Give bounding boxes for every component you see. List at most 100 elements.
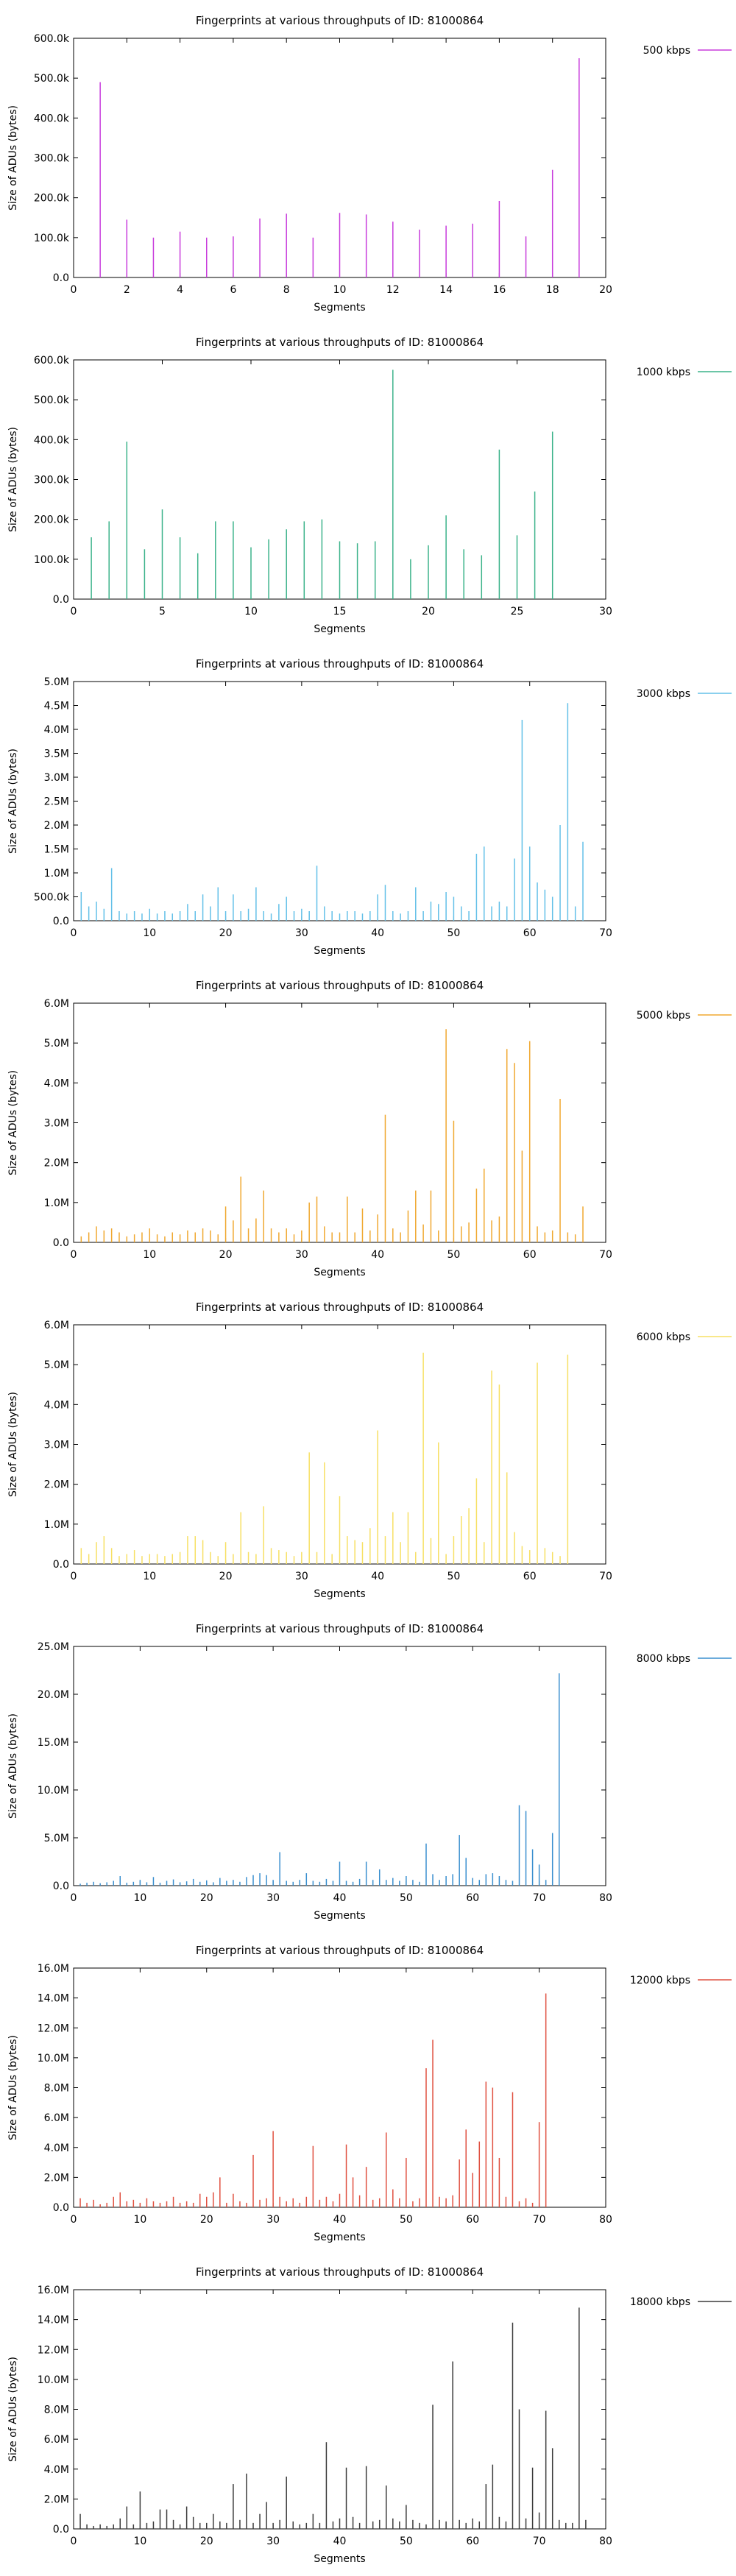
y-tick-label: 5.0M [44,1038,69,1050]
y-tick-label: 400.0k [34,113,70,124]
chart-title: Fingerprints at various throughputs of I… [196,979,484,992]
x-tick-label: 60 [523,1571,537,1582]
y-tick-label: 1.0M [44,868,69,880]
y-tick-label: 4.0M [44,1078,69,1089]
x-tick-label: 8 [283,284,290,296]
y-tick-label: 16.0M [38,1963,69,1975]
x-tick-label: 0 [71,1892,77,1904]
x-tick-label: 40 [371,927,384,939]
y-tick-label: 15.0M [38,1737,69,1749]
plot-frame [73,1002,606,1243]
y-tick-label: 100.0k [34,554,70,566]
chart-panel: Fingerprints at various throughputs of I… [7,979,732,1278]
y-tick-label: 6.0M [44,1320,69,1331]
x-tick-label: 70 [533,2214,546,2226]
plot-frame [73,681,606,921]
y-tick-label: 600.0k [34,33,70,45]
x-tick-label: 20 [200,2214,213,2226]
legend-label: 6000 kbps [637,1331,690,1343]
x-tick-label: 30 [266,2214,280,2226]
chart-panel: Fingerprints at various throughputs of I… [7,14,732,314]
chart-panel: Fingerprints at various throughputs of I… [7,1944,732,2243]
y-tick-label: 200.0k [34,193,70,205]
y-tick-label: 5.0M [44,676,69,688]
legend-label: 3000 kbps [637,688,690,700]
x-tick-label: 70 [533,2536,546,2547]
chart-title: Fingerprints at various throughputs of I… [196,1301,484,1314]
y-tick-label: 0.0 [53,916,69,927]
y-tick-label: 0.0 [53,1559,69,1571]
x-tick-label: 0 [71,284,77,296]
chart-title: Fingerprints at various throughputs of I… [196,14,484,27]
x-tick-label: 40 [371,1571,384,1582]
legend-label: 1000 kbps [637,367,690,378]
y-tick-label: 2.0M [44,2172,69,2184]
x-tick-label: 30 [266,2536,280,2547]
chart-title: Fingerprints at various throughputs of I… [196,1622,484,1635]
x-tick-label: 50 [400,2536,413,2547]
y-tick-label: 500.0k [34,394,70,406]
y-tick-label: 8.0M [44,2083,69,2095]
x-axis-label: Segments [314,2553,365,2565]
x-tick-label: 50 [400,2214,413,2226]
x-axis-label: Segments [314,1588,365,1600]
x-tick-label: 80 [599,2214,612,2226]
y-tick-label: 5.0M [44,1833,69,1844]
x-tick-label: 5 [159,606,166,618]
x-tick-label: 70 [599,927,612,939]
x-tick-label: 18 [546,284,559,296]
chart-title: Fingerprints at various throughputs of I… [196,657,484,670]
chart-title: Fingerprints at various throughputs of I… [196,336,484,349]
y-tick-label: 16.0M [38,2285,69,2296]
y-tick-label: 4.0M [44,2464,69,2476]
y-tick-label: 1.5M [44,844,69,856]
y-tick-label: 100.0k [34,233,70,244]
x-tick-label: 2 [124,284,130,296]
x-tick-label: 30 [295,1571,308,1582]
y-tick-label: 5.0M [44,1359,69,1371]
y-tick-label: 0.0 [53,1237,69,1249]
y-tick-label: 2.0M [44,1158,69,1170]
x-tick-label: 4 [177,284,183,296]
y-tick-label: 6.0M [44,998,69,1010]
y-tick-label: 0.0 [53,272,69,284]
x-tick-label: 60 [466,1892,479,1904]
x-tick-label: 30 [295,927,308,939]
x-tick-label: 20 [200,1892,213,1904]
x-tick-label: 70 [599,1249,612,1261]
x-tick-label: 0 [71,2214,77,2226]
y-tick-label: 500.0k [34,892,70,904]
x-tick-label: 14 [439,284,453,296]
x-tick-label: 40 [371,1249,384,1261]
x-tick-label: 30 [599,606,612,618]
x-axis-label: Segments [314,623,365,635]
y-tick-label: 3.0M [44,1118,69,1130]
legend-label: 5000 kbps [637,1010,690,1022]
y-tick-label: 6.0M [44,2434,69,2446]
y-tick-label: 12.0M [38,2344,69,2356]
x-tick-label: 60 [523,1249,537,1261]
x-tick-label: 25 [511,606,524,618]
x-tick-label: 70 [599,1571,612,1582]
x-tick-label: 80 [599,2536,612,2547]
x-tick-label: 10 [244,606,258,618]
y-tick-label: 2.0M [44,1479,69,1491]
x-tick-label: 70 [533,1892,546,1904]
y-tick-label: 1.0M [44,1519,69,1531]
x-tick-label: 0 [71,2536,77,2547]
x-tick-label: 6 [230,284,236,296]
x-tick-label: 0 [71,927,77,939]
x-axis-label: Segments [314,1267,365,1278]
y-tick-label: 0.0 [53,2524,69,2536]
x-tick-label: 20 [219,1571,233,1582]
x-tick-label: 10 [143,1249,156,1261]
x-tick-label: 10 [133,2214,146,2226]
chart-panel: Fingerprints at various throughputs of I… [7,1301,732,1600]
legend-label: 12000 kbps [630,1975,690,1986]
y-tick-label: 20.0M [38,1689,69,1701]
chart-panel: Fingerprints at various throughputs of I… [7,1622,732,1922]
legend-label: 500 kbps [643,45,690,57]
y-tick-label: 25.0M [38,1641,69,1653]
y-tick-label: 10.0M [38,2053,69,2064]
